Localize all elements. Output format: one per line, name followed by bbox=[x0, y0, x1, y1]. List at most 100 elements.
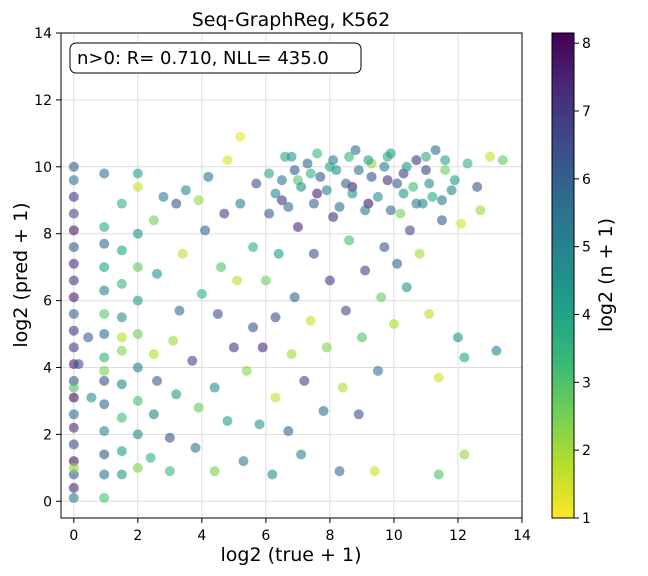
data-point bbox=[99, 352, 110, 363]
data-point bbox=[99, 285, 110, 296]
data-point bbox=[68, 422, 79, 433]
colorbar-label: log2 (n + 1) bbox=[595, 218, 617, 332]
data-point bbox=[148, 215, 159, 226]
data-point bbox=[340, 305, 351, 316]
grid bbox=[61, 32, 523, 518]
data-point bbox=[68, 258, 79, 269]
data-point bbox=[116, 278, 127, 289]
data-point bbox=[369, 466, 380, 477]
data-point bbox=[193, 195, 204, 206]
colorbar-tick-label: 6 bbox=[582, 172, 591, 188]
data-point bbox=[68, 175, 79, 186]
data-point bbox=[132, 362, 143, 373]
colorbar-tick-label: 2 bbox=[582, 443, 591, 459]
data-point bbox=[248, 242, 259, 253]
data-point bbox=[324, 275, 335, 286]
data-point bbox=[116, 345, 127, 356]
data-point bbox=[180, 185, 191, 196]
data-point bbox=[68, 482, 79, 493]
x-tick-label: 14 bbox=[513, 528, 531, 544]
annotation-box: n>0: R= 0.710, NLL= 435.0 bbox=[69, 42, 362, 74]
data-point bbox=[433, 469, 444, 480]
data-point bbox=[411, 198, 422, 209]
colorbar-tick-label: 8 bbox=[582, 36, 591, 52]
data-point bbox=[347, 188, 358, 199]
y-tick-label: 6 bbox=[43, 294, 52, 310]
data-point bbox=[424, 308, 435, 319]
x-tick-label: 2 bbox=[133, 528, 142, 544]
data-point bbox=[334, 466, 345, 477]
data-point bbox=[267, 469, 278, 480]
data-point bbox=[459, 352, 470, 363]
plot-frame bbox=[60, 32, 523, 519]
data-point bbox=[68, 409, 79, 420]
data-point bbox=[68, 308, 79, 319]
data-point bbox=[321, 342, 332, 353]
annotation-text: n>0: R= 0.710, NLL= 435.0 bbox=[77, 48, 329, 69]
data-point bbox=[296, 449, 307, 460]
data-point bbox=[116, 198, 127, 209]
data-point bbox=[376, 292, 387, 303]
data-point bbox=[484, 151, 495, 162]
x-tick-label: 10 bbox=[385, 528, 403, 544]
data-point bbox=[491, 345, 502, 356]
data-point bbox=[132, 295, 143, 306]
colorbar-tick-label: 3 bbox=[582, 375, 591, 391]
data-point bbox=[312, 148, 323, 159]
data-point bbox=[289, 292, 300, 303]
data-point bbox=[324, 161, 335, 172]
data-point bbox=[132, 181, 143, 192]
data-point bbox=[379, 161, 390, 172]
data-point bbox=[401, 161, 412, 172]
data-point bbox=[366, 171, 377, 182]
data-point bbox=[99, 365, 110, 376]
data-point bbox=[68, 275, 79, 286]
data-point bbox=[132, 262, 143, 273]
data-point bbox=[315, 171, 326, 182]
data-point bbox=[321, 185, 332, 196]
data-point bbox=[171, 198, 182, 209]
data-point bbox=[248, 322, 259, 333]
data-point bbox=[283, 426, 294, 437]
data-point bbox=[436, 215, 447, 226]
data-point bbox=[116, 312, 127, 323]
data-points bbox=[68, 131, 508, 503]
data-point bbox=[171, 389, 182, 400]
data-point bbox=[99, 469, 110, 480]
data-point bbox=[292, 222, 303, 232]
data-point bbox=[132, 462, 143, 473]
data-point bbox=[388, 319, 399, 329]
data-point bbox=[148, 409, 159, 420]
data-point bbox=[219, 208, 230, 219]
data-point bbox=[99, 308, 110, 319]
y-tick-label: 14 bbox=[34, 26, 52, 42]
data-point bbox=[344, 235, 355, 246]
data-point bbox=[456, 218, 467, 229]
data-point bbox=[270, 188, 281, 199]
data-point bbox=[99, 262, 110, 273]
data-point bbox=[449, 175, 460, 186]
data-point bbox=[411, 155, 422, 166]
data-point bbox=[222, 155, 233, 166]
data-point bbox=[427, 191, 438, 202]
data-point bbox=[299, 375, 310, 386]
x-tick-label: 4 bbox=[197, 528, 206, 544]
y-tick-label: 2 bbox=[43, 427, 52, 443]
data-point bbox=[68, 439, 79, 450]
chart-title: Seq-GraphReg, K562 bbox=[192, 9, 391, 31]
data-point bbox=[283, 201, 294, 212]
data-point bbox=[164, 432, 175, 443]
data-point bbox=[257, 342, 268, 353]
x-tick-label: 8 bbox=[325, 528, 334, 544]
data-point bbox=[174, 305, 185, 316]
data-point bbox=[440, 165, 451, 176]
data-point bbox=[116, 412, 127, 423]
data-point bbox=[424, 178, 435, 189]
data-point bbox=[99, 329, 110, 340]
colorbar-gradient bbox=[551, 32, 575, 519]
data-point bbox=[203, 171, 214, 182]
data-point bbox=[289, 165, 300, 176]
data-point bbox=[328, 211, 339, 222]
data-point bbox=[168, 335, 179, 346]
